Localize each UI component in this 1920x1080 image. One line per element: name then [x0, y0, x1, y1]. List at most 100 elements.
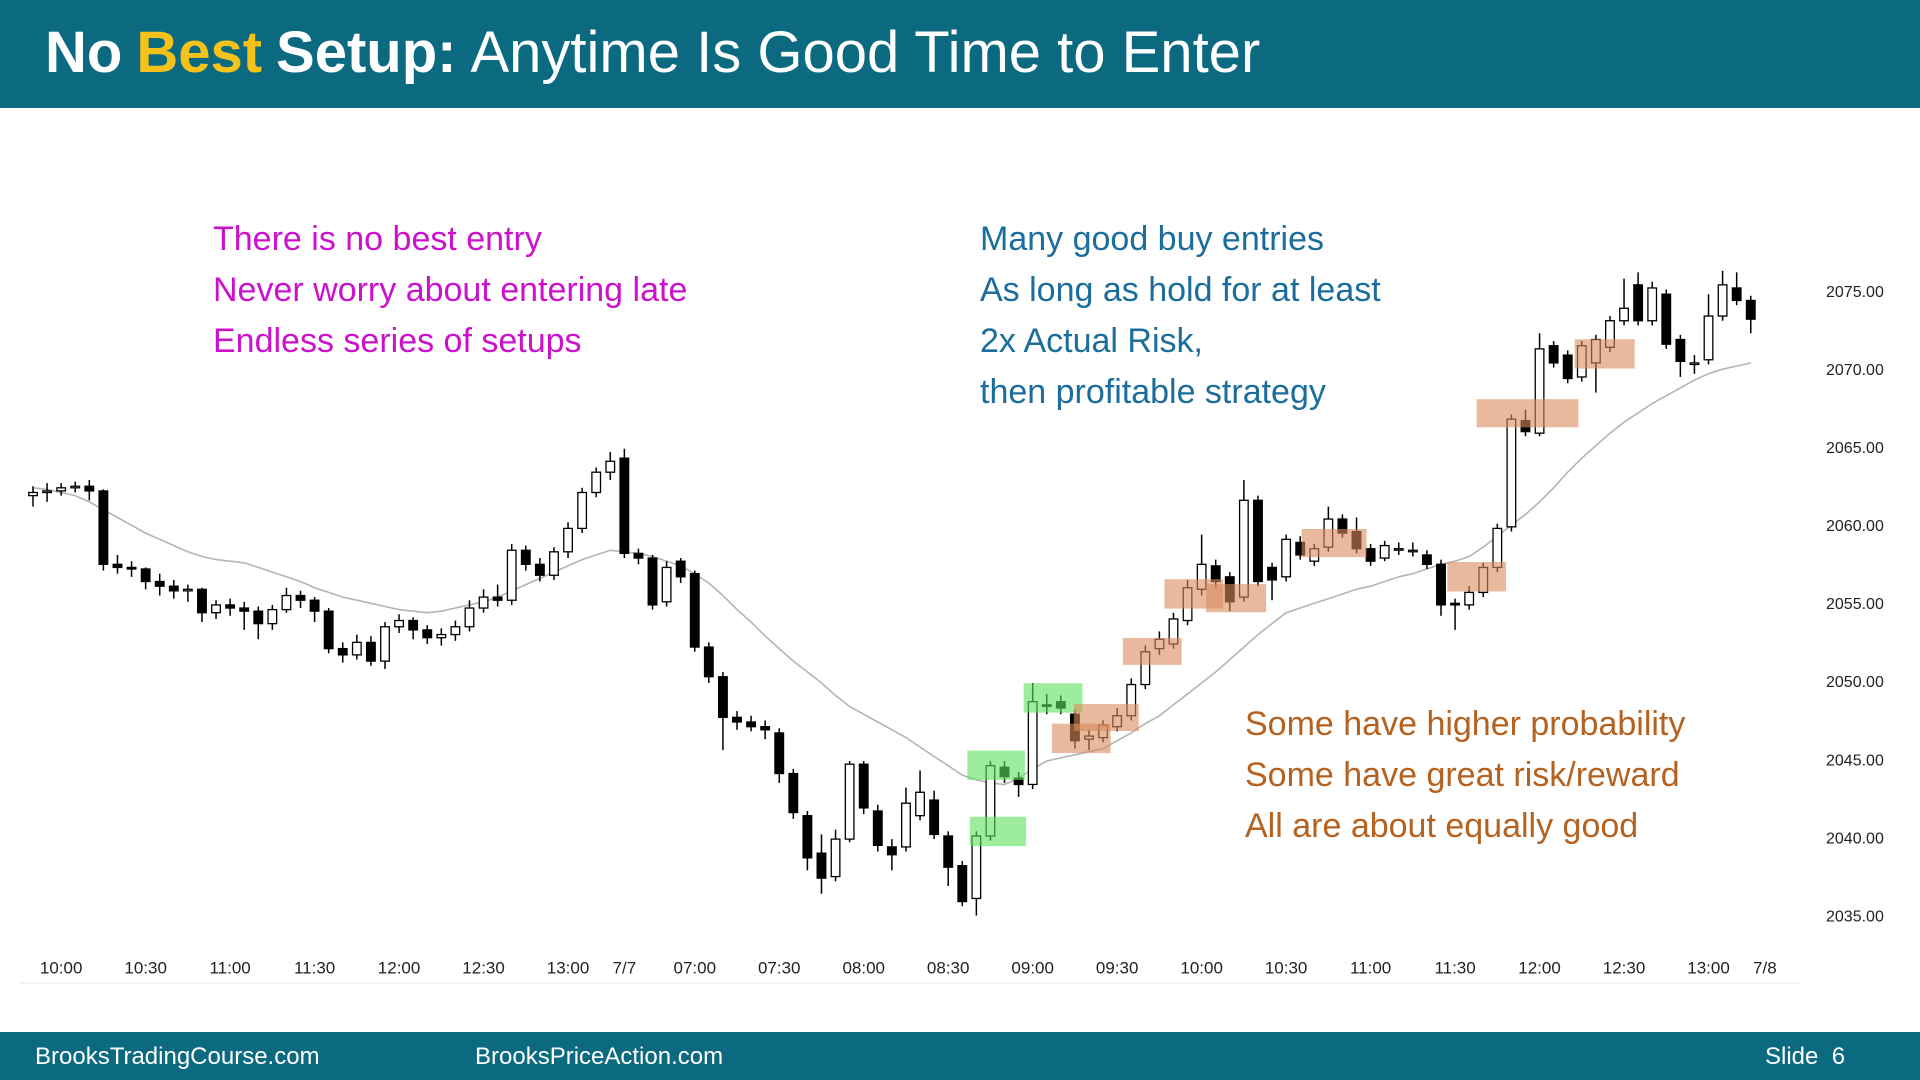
candle-body	[168, 585, 179, 592]
title-part: Anytime Is Good Time to Enter	[470, 20, 1261, 85]
candle-body	[1027, 701, 1038, 786]
candle-body	[534, 563, 545, 576]
y-tick-label: 2035.00	[1826, 908, 1884, 925]
note: 2x Actual Risk,	[980, 322, 1203, 360]
candle-body	[802, 815, 813, 859]
candle-body	[1661, 293, 1672, 345]
candle-body	[886, 846, 897, 856]
highlight-box	[1447, 562, 1507, 592]
y-tick-label: 2040.00	[1826, 830, 1884, 847]
candle-body	[436, 633, 447, 639]
candle-body	[1492, 527, 1503, 569]
candle-body	[1675, 338, 1686, 362]
x-tick-label: 08:30	[927, 958, 970, 977]
candle-body	[380, 626, 390, 662]
candle-body	[70, 485, 81, 489]
candle-body	[1506, 418, 1517, 528]
candle-body	[872, 810, 883, 847]
candle-body	[337, 647, 348, 656]
x-tick-label: 11:00	[1350, 958, 1391, 977]
candle-body	[1548, 345, 1559, 364]
x-tick-label: 13:00	[547, 958, 590, 977]
candle-body	[1210, 565, 1221, 583]
candle-body	[703, 646, 714, 678]
candle-body	[1619, 307, 1629, 322]
candle-body	[225, 604, 236, 609]
candle-body	[732, 716, 742, 723]
candle-body	[1562, 354, 1573, 380]
candle-body	[42, 490, 53, 494]
candle-body	[1647, 287, 1658, 322]
candle-body	[323, 610, 334, 650]
highlight-box	[1206, 584, 1267, 613]
note: Many good buy entries	[980, 220, 1324, 258]
candle-body	[1393, 548, 1404, 551]
note: There is no best entry	[213, 220, 542, 258]
x-tick-label: 07:30	[758, 958, 801, 977]
highlight-box	[967, 750, 1025, 780]
footer: BrooksTradingCourse.com BrooksPriceActio…	[0, 1032, 1920, 1080]
candle-body	[858, 763, 869, 809]
candle-body	[267, 608, 278, 625]
x-tick-label: 12:00	[1518, 958, 1561, 977]
candle-body	[520, 549, 531, 565]
candle-body	[1464, 591, 1475, 606]
y-tick-label: 2045.00	[1826, 752, 1884, 769]
title-part: No	[45, 20, 123, 85]
candle-body	[492, 596, 503, 601]
candle-body	[1534, 348, 1545, 434]
notes-left: There is no best entry Never worry about…	[213, 214, 687, 367]
candle-body	[450, 626, 461, 636]
highlight-box	[969, 816, 1027, 847]
y-tick-label: 2065.00	[1826, 440, 1884, 457]
note: Never worry about entering late	[213, 271, 688, 309]
candle-body	[1267, 566, 1277, 581]
footer-link: BrooksPriceAction.com	[475, 1043, 724, 1070]
highlight-box	[1301, 528, 1367, 558]
candle-body	[478, 596, 489, 609]
title: No Best Setup: Anytime Is Good Time to Ente…	[45, 18, 1274, 88]
moving-average	[32, 362, 1751, 786]
candle-body	[549, 551, 559, 576]
title-part: Best	[136, 20, 263, 85]
x-tick-label: 11:30	[1434, 958, 1475, 977]
candle-body	[1703, 315, 1714, 361]
footer-link: BrooksTradingCourse.com	[35, 1043, 320, 1070]
candle-body	[1436, 563, 1446, 606]
x-tick-label: 11:30	[294, 958, 335, 977]
x-tick-label: 12:30	[1603, 958, 1646, 977]
candle-body	[464, 607, 475, 628]
candle-body	[309, 599, 320, 612]
note: Some have great risk/reward	[1245, 756, 1680, 794]
candle-body	[98, 490, 109, 565]
note: Some have higher probability	[1245, 705, 1686, 743]
title-part: Setup:	[276, 20, 457, 85]
candle-body	[661, 566, 672, 603]
x-tick-label: 10:30	[124, 958, 167, 977]
candle-body	[605, 460, 616, 473]
chart: 2035.00 2040.00 2045.00 2050.00 2055.00 2060.…	[20, 270, 1884, 984]
candle-body	[577, 491, 588, 530]
candle-body	[915, 791, 925, 817]
candle-body	[1745, 299, 1756, 320]
candle-body	[1717, 284, 1728, 317]
candle-body	[506, 549, 517, 601]
x-tick-label: 10:30	[1265, 958, 1308, 977]
candle-body	[774, 732, 785, 775]
candle-body	[197, 588, 207, 614]
x-tick-label: 11:00	[209, 958, 250, 977]
x-tick-label: 10:00	[1180, 958, 1223, 977]
highlight-box	[1051, 723, 1111, 754]
candle-body	[126, 566, 137, 570]
candle-body	[351, 641, 362, 656]
highlight-box	[1574, 339, 1635, 369]
candle-body	[717, 676, 728, 718]
candle-body	[211, 604, 221, 614]
candle-body	[830, 838, 841, 878]
candle-body	[84, 485, 95, 492]
candle-body	[281, 594, 292, 611]
candle-body	[394, 619, 405, 628]
candle-body	[675, 560, 686, 578]
highlight-box	[1122, 637, 1182, 665]
candle-body	[140, 568, 151, 583]
